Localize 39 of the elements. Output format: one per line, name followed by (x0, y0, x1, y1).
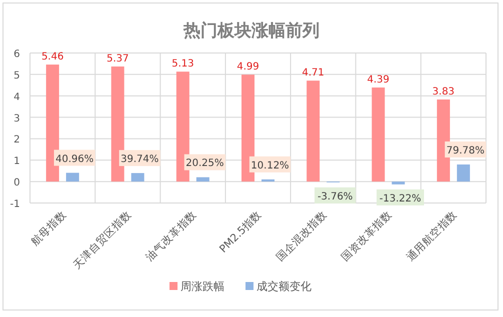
x-tick-label: 国企混改指数 (274, 208, 330, 264)
data-label: 5.37 (106, 54, 129, 64)
x-tick-label: 国资改革指数 (338, 208, 394, 264)
data-label: 10.12% (250, 160, 290, 172)
bar (131, 173, 144, 182)
bar (456, 164, 470, 182)
data-label: -3.76% (317, 191, 353, 202)
y-tick-label: 0 (14, 178, 20, 189)
bar (392, 182, 405, 184)
y-tick-label: 2 (14, 134, 20, 146)
data-label: 5.13 (172, 58, 194, 70)
bar (306, 80, 320, 182)
y-tick-label: 5 (14, 70, 20, 82)
data-label: 5.46 (41, 52, 64, 63)
data-label: 40.96% (56, 154, 94, 165)
y-tick-label: -1 (10, 199, 20, 210)
data-label: 79.78% (446, 145, 484, 156)
data-label: 4.99 (236, 62, 260, 73)
x-tick-label: 通用航空指数 (404, 208, 460, 264)
data-label: 3.83 (432, 86, 455, 98)
legend-label: 成交额变化 (256, 280, 312, 293)
bar (196, 177, 210, 182)
title: 热门板块涨幅前列 (184, 21, 320, 41)
x-tick-label: 航母指数 (28, 208, 69, 248)
bar (262, 179, 274, 182)
data-label: 4.71 (302, 68, 324, 79)
legend-label: 周涨跌幅 (180, 280, 224, 293)
data-label: 20.25% (186, 158, 224, 170)
data-label: -13.22% (379, 193, 422, 204)
y-tick-label: 3 (14, 113, 20, 124)
data-label: 39.74% (120, 154, 159, 166)
x-tick-label: 天津自贸区指数 (70, 208, 134, 272)
y-tick-label: 6 (14, 49, 20, 60)
bar (66, 172, 80, 182)
y-tick-label: 4 (14, 92, 20, 103)
x-tick-label: 油气改革指数 (143, 208, 199, 264)
y-tick-label: 1 (14, 156, 20, 168)
data-label: 4.39 (367, 74, 390, 86)
bar (372, 88, 385, 182)
